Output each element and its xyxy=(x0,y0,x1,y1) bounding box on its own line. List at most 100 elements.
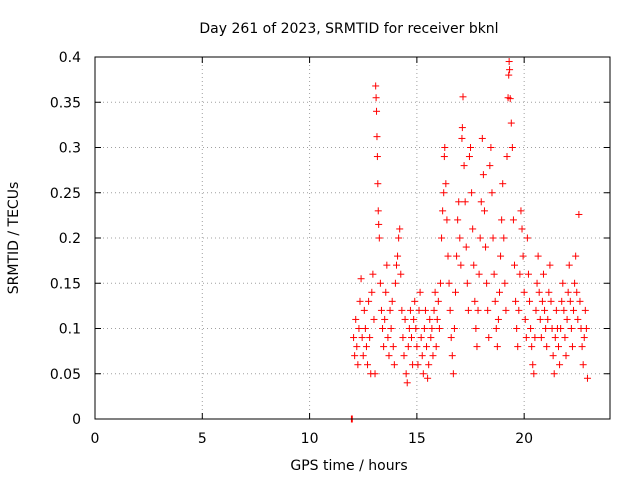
data-point xyxy=(389,343,397,351)
data-point xyxy=(377,306,385,314)
data-point xyxy=(369,270,377,278)
y-tick-label: 0.25 xyxy=(50,186,81,202)
data-point xyxy=(375,234,383,242)
data-point xyxy=(376,279,384,287)
data-point xyxy=(578,343,586,351)
data-point xyxy=(404,343,412,351)
data-point xyxy=(561,334,569,342)
data-point xyxy=(530,370,538,378)
data-point xyxy=(458,124,466,132)
data-point xyxy=(502,306,510,314)
data-point xyxy=(443,216,451,224)
data-point xyxy=(408,334,416,342)
data-point xyxy=(442,180,450,188)
data-point xyxy=(426,315,434,323)
data-point xyxy=(546,261,554,269)
data-point xyxy=(411,297,419,305)
data-point xyxy=(400,352,408,360)
data-point xyxy=(570,306,578,314)
data-point xyxy=(416,288,424,296)
data-point xyxy=(486,162,494,170)
data-point xyxy=(390,361,398,369)
data-point xyxy=(405,325,413,332)
data-point xyxy=(351,352,359,360)
data-point xyxy=(458,134,466,142)
data-point xyxy=(542,325,550,332)
x-axis-ticks: 0 5 10 15 20 xyxy=(91,57,533,447)
data-point xyxy=(538,297,546,305)
data-point xyxy=(356,297,364,305)
data-point xyxy=(374,207,382,215)
data-point xyxy=(427,334,435,342)
data-point xyxy=(526,297,534,305)
y-axis-label: SRMTID / TECUs xyxy=(6,182,22,295)
data-point xyxy=(557,325,565,332)
data-point xyxy=(472,325,480,332)
data-point xyxy=(494,315,502,323)
data-point xyxy=(534,252,542,260)
data-point xyxy=(371,370,379,378)
data-point xyxy=(368,288,376,296)
data-point xyxy=(562,352,570,360)
data-point xyxy=(555,343,562,351)
data-point xyxy=(467,144,475,151)
data-point xyxy=(460,162,468,170)
data-point xyxy=(387,325,395,332)
data-point xyxy=(365,297,373,305)
data-point xyxy=(515,306,523,314)
data-point xyxy=(456,234,464,242)
data-point xyxy=(471,297,479,305)
data-point xyxy=(445,279,453,287)
data-point xyxy=(479,171,487,179)
data-point xyxy=(473,343,481,351)
data-point xyxy=(396,225,404,233)
data-point xyxy=(372,94,380,102)
data-point xyxy=(475,270,483,278)
data-point xyxy=(381,315,389,323)
data-point xyxy=(362,343,370,351)
data-point xyxy=(477,198,485,206)
data-point xyxy=(457,261,465,269)
data-point xyxy=(401,315,409,323)
data-point xyxy=(468,189,476,197)
data-point xyxy=(582,325,590,332)
data-point xyxy=(410,315,418,323)
data-point xyxy=(385,352,393,360)
data-point xyxy=(571,279,579,287)
data-point xyxy=(432,343,440,351)
data-point xyxy=(511,261,519,269)
data-point xyxy=(423,343,431,351)
data-point xyxy=(431,288,439,296)
data-point xyxy=(461,198,469,206)
data-point xyxy=(516,270,524,278)
data-point xyxy=(424,374,432,382)
data-point xyxy=(382,288,390,296)
y-tick-label: 0 xyxy=(72,412,81,428)
x-tick-label: 15 xyxy=(408,431,426,447)
data-point xyxy=(523,234,531,242)
data-point xyxy=(391,279,399,287)
data-point xyxy=(474,306,482,314)
data-point xyxy=(506,66,514,74)
data-point xyxy=(547,297,555,305)
data-point xyxy=(358,334,366,342)
data-point xyxy=(575,210,583,218)
data-point xyxy=(574,315,582,323)
data-point xyxy=(412,325,420,332)
data-point xyxy=(414,361,422,369)
data-point xyxy=(560,306,568,314)
data-point xyxy=(452,288,459,296)
data-point xyxy=(518,225,526,233)
data-point xyxy=(514,343,522,351)
data-point xyxy=(435,325,443,332)
data-point xyxy=(505,71,513,79)
data-point xyxy=(470,261,478,269)
data-point xyxy=(524,270,532,278)
data-point xyxy=(495,288,503,296)
data-point xyxy=(539,270,547,278)
data-point xyxy=(350,334,358,342)
data-point xyxy=(353,343,361,351)
data-point xyxy=(465,153,473,161)
data-point xyxy=(500,234,508,242)
y-tick-label: 0.35 xyxy=(50,95,81,111)
